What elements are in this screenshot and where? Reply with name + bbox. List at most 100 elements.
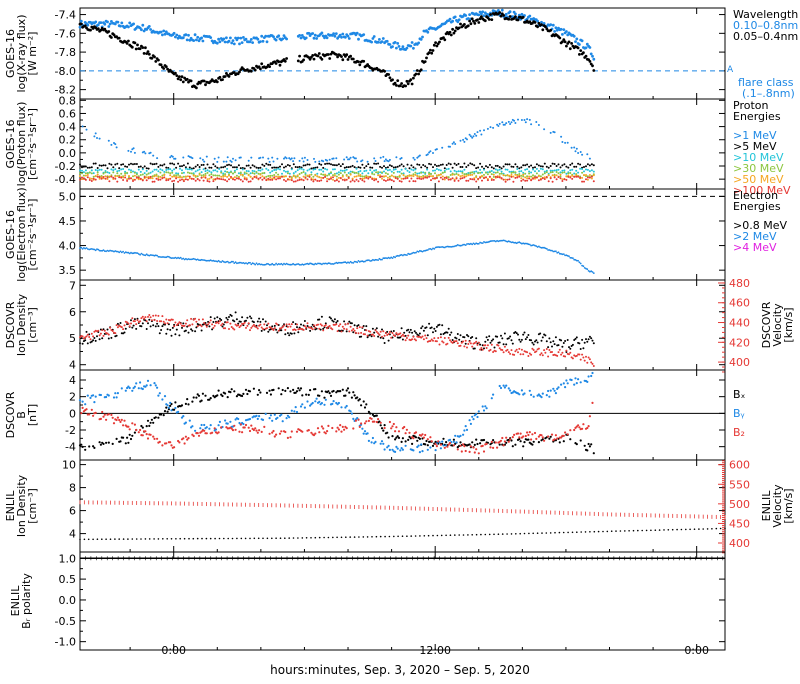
data-point xyxy=(160,31,163,34)
data-point xyxy=(126,437,128,439)
data-point xyxy=(129,434,131,436)
data-point xyxy=(250,425,252,427)
data-point xyxy=(356,172,358,174)
right-y-tick-label: 600 xyxy=(729,459,750,472)
data-point xyxy=(236,168,238,170)
data-point xyxy=(342,179,344,181)
data-point xyxy=(403,335,405,337)
data-point xyxy=(474,451,476,453)
data-point xyxy=(475,181,477,183)
data-point xyxy=(342,426,344,428)
data-point xyxy=(441,441,443,443)
data-point xyxy=(589,445,591,447)
data-point xyxy=(299,173,301,175)
data-point xyxy=(486,336,488,338)
data-point xyxy=(561,141,563,143)
data-point xyxy=(520,433,522,435)
data-point xyxy=(260,62,263,65)
data-point xyxy=(383,175,385,177)
data-point xyxy=(641,530,643,532)
data-point xyxy=(281,37,284,40)
data-point xyxy=(575,170,577,172)
data-point xyxy=(91,166,93,168)
data-point xyxy=(291,333,293,335)
data-point xyxy=(124,174,126,176)
data-point xyxy=(130,319,132,321)
data-point xyxy=(469,162,471,164)
data-point xyxy=(105,178,107,180)
data-point xyxy=(430,52,433,55)
data-point xyxy=(214,174,216,176)
data-point xyxy=(402,535,404,537)
data-point xyxy=(542,168,544,170)
data-point xyxy=(85,408,87,410)
data-point xyxy=(118,170,120,172)
plot-frame xyxy=(80,460,725,552)
data-point xyxy=(398,437,400,439)
data-point xyxy=(359,426,361,428)
data-point xyxy=(518,167,520,169)
data-point xyxy=(299,168,301,170)
data-point xyxy=(416,175,418,177)
data-point xyxy=(538,441,540,443)
data-point xyxy=(283,325,285,327)
data-point xyxy=(307,170,309,172)
data-point xyxy=(114,538,116,540)
data-point xyxy=(573,147,575,149)
data-point xyxy=(224,175,226,177)
data-point xyxy=(511,339,513,341)
data-point xyxy=(228,178,230,180)
data-point xyxy=(385,175,387,177)
data-point xyxy=(589,60,592,63)
data-point xyxy=(411,332,413,334)
data-point xyxy=(442,438,444,440)
data-point xyxy=(233,329,235,331)
data-point xyxy=(335,323,337,325)
data-point xyxy=(467,24,470,27)
data-point xyxy=(274,264,276,266)
data-point xyxy=(256,171,258,173)
data-point xyxy=(429,150,431,152)
data-point xyxy=(102,416,104,418)
data-point xyxy=(344,323,346,325)
data-point xyxy=(571,169,573,171)
data-point xyxy=(340,177,342,179)
data-point xyxy=(469,443,471,445)
data-point xyxy=(148,173,150,175)
data-point xyxy=(96,335,98,337)
data-point xyxy=(216,175,218,177)
data-point xyxy=(572,344,574,346)
data-point xyxy=(147,420,149,422)
data-point xyxy=(589,358,591,360)
data-point xyxy=(590,53,593,56)
data-point xyxy=(249,262,251,264)
data-point xyxy=(214,427,216,429)
data-point xyxy=(152,163,154,165)
data-point xyxy=(505,122,507,124)
data-point xyxy=(245,320,247,322)
data-point xyxy=(87,176,89,178)
data-point xyxy=(424,172,426,174)
data-point xyxy=(435,443,437,445)
data-point xyxy=(266,40,269,43)
data-point xyxy=(274,325,276,327)
data-point xyxy=(556,437,558,439)
data-point xyxy=(169,405,171,407)
data-point xyxy=(415,436,417,438)
data-point xyxy=(432,331,434,333)
data-point xyxy=(497,176,499,178)
data-point xyxy=(207,180,209,182)
data-point xyxy=(134,152,136,154)
data-point xyxy=(153,56,156,59)
data-point xyxy=(314,433,316,435)
data-point xyxy=(448,168,450,170)
data-point xyxy=(418,164,420,166)
data-point xyxy=(240,325,242,327)
data-point xyxy=(381,329,383,331)
data-point xyxy=(237,324,239,326)
data-point xyxy=(480,134,482,136)
data-point xyxy=(593,272,595,274)
data-point xyxy=(291,430,293,432)
data-point xyxy=(244,426,246,428)
data-point xyxy=(177,181,179,183)
